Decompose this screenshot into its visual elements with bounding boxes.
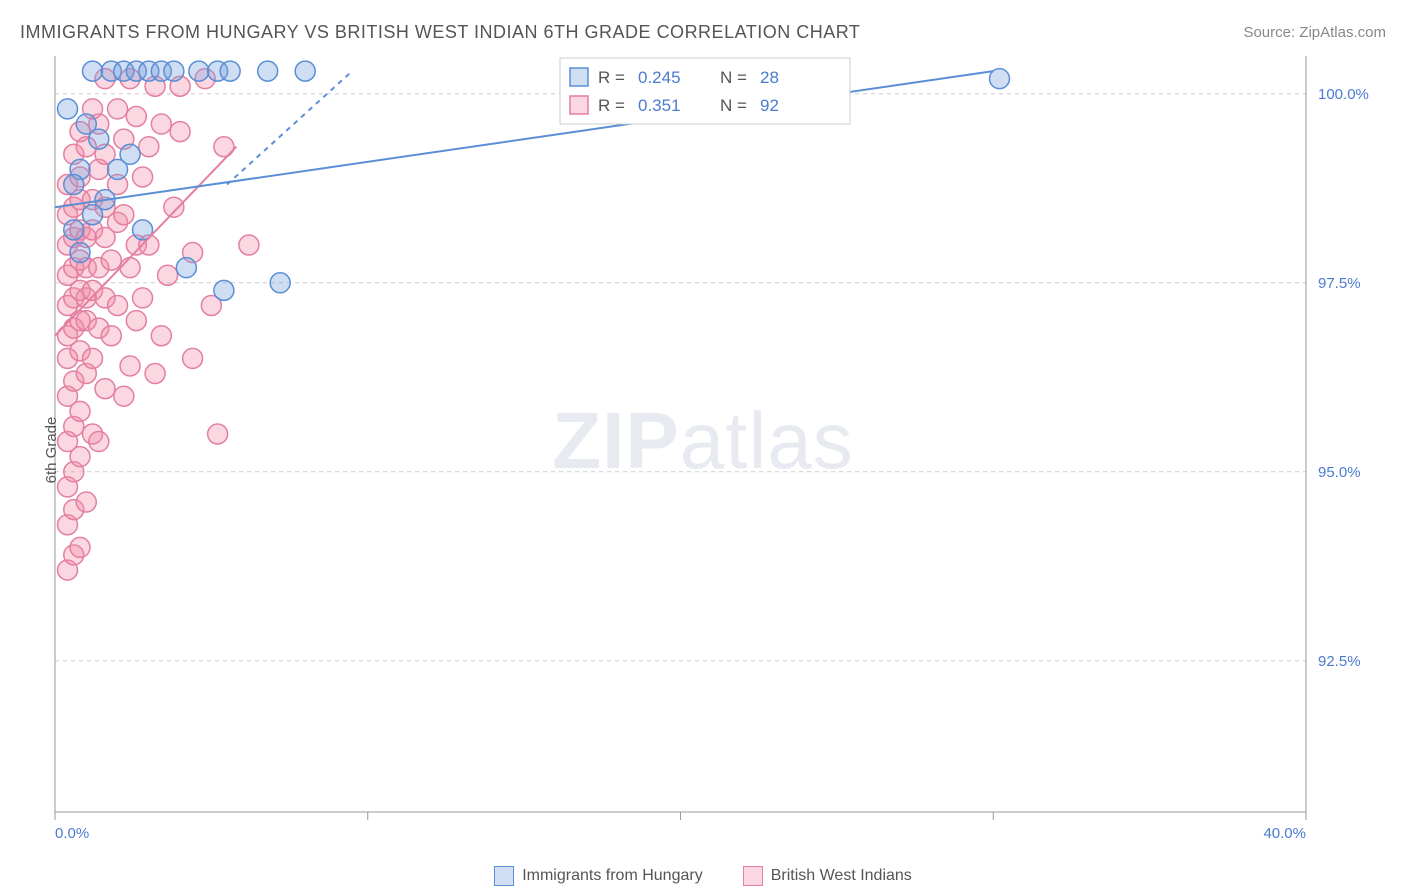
svg-text:92.5%: 92.5%: [1318, 653, 1361, 670]
legend-item-b: British West Indians: [743, 866, 912, 886]
legend-item-a: Immigrants from Hungary: [494, 866, 703, 886]
svg-text:N =: N =: [720, 68, 747, 87]
legend-label-b: British West Indians: [771, 867, 912, 885]
chart-title: IMMIGRANTS FROM HUNGARY VS BRITISH WEST …: [20, 22, 860, 43]
svg-text:R =: R =: [598, 68, 625, 87]
svg-text:40.0%: 40.0%: [1263, 825, 1306, 842]
svg-text:100.0%: 100.0%: [1318, 86, 1369, 103]
bottom-legend: Immigrants from Hungary British West Ind…: [0, 866, 1406, 886]
svg-text:0.245: 0.245: [638, 68, 681, 87]
chart-source: Source: ZipAtlas.com: [1243, 24, 1386, 41]
y-axis-label: 6th Grade: [43, 417, 60, 484]
svg-text:0.351: 0.351: [638, 96, 681, 115]
scatter-chart: 92.5% 95.0% 97.5% 100.0% 0.0% 40.0% R = 0.245 N …: [20, 48, 1386, 852]
chart-container: 6th Grade ZIPatlas 92.5%95.0%97.5%100.0%…: [20, 48, 1386, 852]
svg-text:95.0%: 95.0%: [1318, 464, 1361, 481]
legend-swatch-a: [494, 866, 514, 886]
svg-text:N =: N =: [720, 96, 747, 115]
svg-text:0.0%: 0.0%: [55, 825, 89, 842]
svg-text:R =: R =: [598, 96, 625, 115]
legend-label-a: Immigrants from Hungary: [522, 867, 703, 885]
svg-text:92: 92: [760, 96, 779, 115]
svg-text:28: 28: [760, 68, 779, 87]
svg-text:97.5%: 97.5%: [1318, 275, 1361, 292]
legend-swatch-b: [743, 866, 763, 886]
